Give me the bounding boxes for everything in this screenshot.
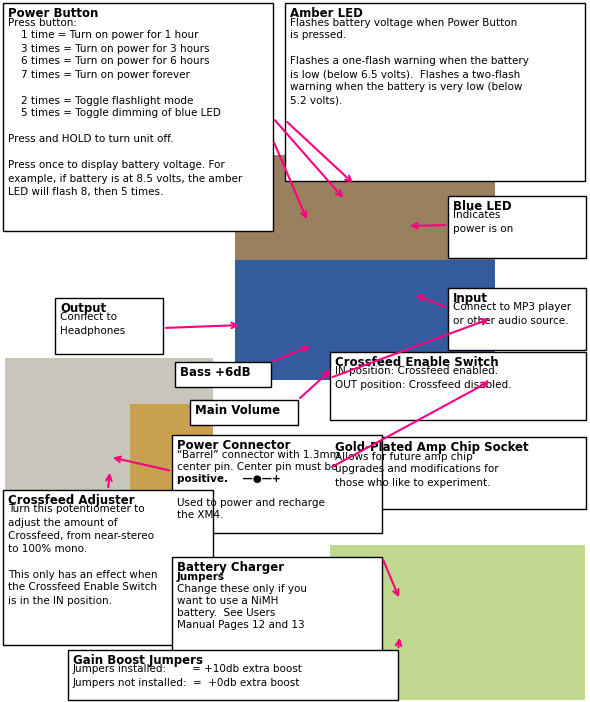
Text: Bass +6dB: Bass +6dB (180, 366, 251, 379)
Text: Allows for future amp chip: Allows for future amp chip (335, 451, 473, 461)
Text: “Barrel” connector with 1.3mm: “Barrel” connector with 1.3mm (177, 449, 340, 460)
Text: Press and HOLD to turn unit off.: Press and HOLD to turn unit off. (8, 135, 173, 145)
Bar (448, 196, 586, 258)
Bar (175, 362, 271, 387)
Text: Crossfeed Enable Switch: Crossfeed Enable Switch (335, 356, 499, 369)
Text: Connect to MP3 player: Connect to MP3 player (453, 303, 571, 312)
Text: Headphones: Headphones (60, 326, 125, 336)
Text: the Crossfeed Enable Switch: the Crossfeed Enable Switch (8, 583, 157, 592)
Text: Flashes battery voltage when Power Button: Flashes battery voltage when Power Butto… (290, 18, 517, 27)
Bar (330, 545, 585, 700)
Text: Manual Pages 12 and 13: Manual Pages 12 and 13 (177, 619, 304, 630)
Text: Main Volume: Main Volume (195, 404, 280, 417)
Text: Power Button: Power Button (8, 7, 99, 20)
Text: Jumpers installed:        = +10db extra boost: Jumpers installed: = +10db extra boost (73, 665, 303, 675)
Text: Crossfeed, from near-stereo: Crossfeed, from near-stereo (8, 531, 154, 541)
Text: Battery Charger: Battery Charger (177, 561, 284, 574)
Text: 6 times = Turn on power for 6 hours: 6 times = Turn on power for 6 hours (8, 56, 209, 67)
Text: Turn this potentiometer to: Turn this potentiometer to (8, 505, 145, 515)
Text: Amber LED: Amber LED (290, 7, 363, 20)
Bar (3, 3, 273, 231)
Bar (235, 155, 495, 380)
Text: IN position: Crossfeed enabled.: IN position: Crossfeed enabled. (335, 366, 498, 376)
Text: Output: Output (60, 302, 106, 315)
Text: center pin. Center pin must be: center pin. Center pin must be (177, 461, 337, 472)
Bar (68, 650, 398, 700)
Bar (172, 435, 382, 533)
Bar (330, 352, 586, 420)
Text: Jumpers: Jumpers (177, 571, 225, 581)
Text: 5 times = Toggle dimming of blue LED: 5 times = Toggle dimming of blue LED (8, 109, 221, 119)
Text: adjust the amount of: adjust the amount of (8, 517, 117, 527)
Bar (285, 3, 585, 181)
Text: power is on: power is on (453, 223, 513, 234)
Text: This only has an effect when: This only has an effect when (8, 569, 158, 579)
Bar (130, 404, 213, 510)
Bar (448, 288, 586, 350)
Text: to 100% mono.: to 100% mono. (8, 543, 87, 553)
Text: Input: Input (453, 292, 488, 305)
Text: is in the IN position.: is in the IN position. (8, 595, 112, 606)
Text: positive.    —●—+: positive. —●—+ (177, 474, 281, 484)
Text: 7 times = Turn on power forever: 7 times = Turn on power forever (8, 69, 190, 79)
Bar (235, 260, 495, 380)
Text: 5.2 volts).: 5.2 volts). (290, 95, 342, 105)
Text: Flashes a one-flash warning when the battery: Flashes a one-flash warning when the bat… (290, 56, 529, 67)
Text: is pressed.: is pressed. (290, 30, 346, 41)
Text: Used to power and recharge: Used to power and recharge (177, 498, 325, 508)
Text: Blue LED: Blue LED (453, 200, 512, 213)
Text: want to use a NiMH: want to use a NiMH (177, 595, 278, 606)
Text: battery.  See Users: battery. See Users (177, 607, 276, 618)
Text: Press once to display battery voltage. For: Press once to display battery voltage. F… (8, 161, 225, 171)
Text: Power Connector: Power Connector (177, 439, 290, 452)
Bar (3, 490, 213, 645)
Text: is low (below 6.5 volts).  Flashes a two-flash: is low (below 6.5 volts). Flashes a two-… (290, 69, 520, 79)
Text: Gold-Plated Amp Chip Socket: Gold-Plated Amp Chip Socket (335, 441, 529, 454)
Text: OUT position: Crossfeed disabled.: OUT position: Crossfeed disabled. (335, 380, 512, 390)
Bar (172, 557, 382, 653)
Bar (190, 400, 298, 425)
Text: or other audio source.: or other audio source. (453, 315, 569, 326)
Text: those who like to experiment.: those who like to experiment. (335, 477, 490, 487)
Bar (5, 358, 213, 510)
Text: Jumpers not installed:  =  +0db extra boost: Jumpers not installed: = +0db extra boos… (73, 677, 300, 687)
Text: Press button:: Press button: (8, 18, 77, 27)
Bar (330, 437, 586, 509)
Text: Connect to: Connect to (60, 312, 117, 322)
Text: the XM4.: the XM4. (177, 510, 224, 519)
Text: Gain Boost Jumpers: Gain Boost Jumpers (73, 654, 203, 667)
Text: Crossfeed Adjuster: Crossfeed Adjuster (8, 494, 135, 507)
Text: example, if battery is at 8.5 volts, the amber: example, if battery is at 8.5 volts, the… (8, 173, 242, 183)
Text: Indicates: Indicates (453, 211, 500, 220)
Text: 3 times = Turn on power for 3 hours: 3 times = Turn on power for 3 hours (8, 44, 209, 53)
Text: warning when the battery is very low (below: warning when the battery is very low (be… (290, 83, 522, 93)
Text: LED will flash 8, then 5 times.: LED will flash 8, then 5 times. (8, 187, 163, 197)
Text: upgrades and modifications for: upgrades and modifications for (335, 465, 499, 475)
Text: Change these only if you: Change these only if you (177, 583, 307, 593)
Text: 1 time = Turn on power for 1 hour: 1 time = Turn on power for 1 hour (8, 30, 198, 41)
Bar (55, 298, 163, 354)
Text: 2 times = Toggle flashlight mode: 2 times = Toggle flashlight mode (8, 95, 194, 105)
